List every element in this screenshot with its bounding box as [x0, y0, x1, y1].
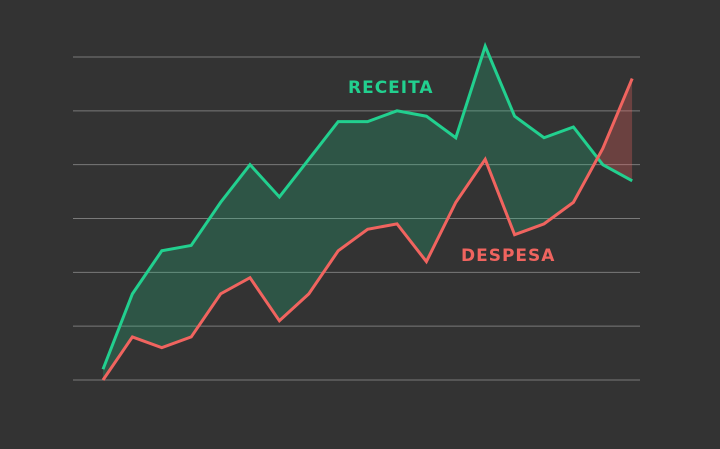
series-label: RECEITA: [348, 78, 434, 98]
series-line: [101, 41, 633, 370]
series-line: [101, 77, 634, 381]
series-label: DESPESA: [461, 246, 555, 266]
surplus-area: [103, 46, 633, 380]
